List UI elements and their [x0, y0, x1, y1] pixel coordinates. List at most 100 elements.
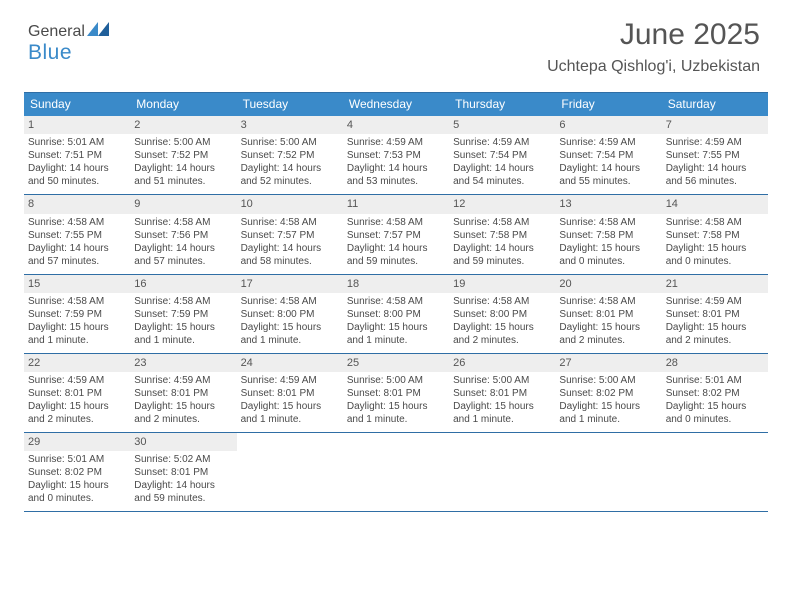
sunset-text: Sunset: 8:01 PM — [559, 308, 657, 321]
day-number: 25 — [347, 357, 359, 369]
daylight-line1: Daylight: 15 hours — [28, 321, 126, 334]
week-row: 29Sunrise: 5:01 AMSunset: 8:02 PMDayligh… — [24, 432, 768, 511]
day-number: 30 — [134, 436, 146, 448]
daylight-line2: and 59 minutes. — [347, 255, 445, 268]
sunrise-text: Sunrise: 5:00 AM — [453, 374, 551, 387]
day-number: 5 — [453, 119, 459, 131]
dow-thu: Thursday — [449, 93, 555, 116]
calendar-grid: Sunday Monday Tuesday Wednesday Thursday… — [24, 92, 768, 512]
daynum-row: 11 — [343, 195, 449, 213]
daynum-row: 24 — [237, 354, 343, 372]
daylight-line2: and 1 minute. — [347, 334, 445, 347]
day-cell: 4Sunrise: 4:59 AMSunset: 7:53 PMDaylight… — [343, 116, 449, 194]
sunrise-text: Sunrise: 4:59 AM — [666, 136, 764, 149]
day-number: 8 — [28, 198, 34, 210]
location-text: Uchtepa Qishlog'i, Uzbekistan — [547, 58, 760, 76]
sunrise-text: Sunrise: 4:58 AM — [453, 216, 551, 229]
daylight-line1: Daylight: 15 hours — [28, 400, 126, 413]
day-number: 10 — [241, 198, 253, 210]
day-number: 29 — [28, 436, 40, 448]
day-cell: 21Sunrise: 4:59 AMSunset: 8:01 PMDayligh… — [662, 275, 768, 353]
day-number: 21 — [666, 278, 678, 290]
daylight-line2: and 1 minute. — [347, 413, 445, 426]
dow-sat: Saturday — [662, 93, 768, 116]
sunrise-text: Sunrise: 5:02 AM — [134, 453, 232, 466]
day-cell: 25Sunrise: 5:00 AMSunset: 8:01 PMDayligh… — [343, 354, 449, 432]
sunrise-text: Sunrise: 4:59 AM — [134, 374, 232, 387]
daynum-row: 27 — [555, 354, 661, 372]
daylight-line2: and 1 minute. — [241, 334, 339, 347]
day-number: 9 — [134, 198, 140, 210]
sunrise-text: Sunrise: 5:00 AM — [559, 374, 657, 387]
daynum-row: 9 — [130, 195, 236, 213]
daylight-line1: Daylight: 14 hours — [666, 162, 764, 175]
dow-sun: Sunday — [24, 93, 130, 116]
daynum-row: 18 — [343, 275, 449, 293]
day-cell — [449, 433, 555, 511]
daylight-line2: and 2 minutes. — [134, 413, 232, 426]
day-number: 26 — [453, 357, 465, 369]
day-cell: 20Sunrise: 4:58 AMSunset: 8:01 PMDayligh… — [555, 275, 661, 353]
day-cell: 14Sunrise: 4:58 AMSunset: 7:58 PMDayligh… — [662, 195, 768, 273]
day-cell — [662, 433, 768, 511]
daylight-line1: Daylight: 14 hours — [28, 162, 126, 175]
daylight-line1: Daylight: 14 hours — [134, 242, 232, 255]
day-cell: 12 Sunrise: 4:58 AMSunset: 7:58 PMDayligh… — [449, 195, 555, 273]
daylight-line2: and 1 minute. — [241, 413, 339, 426]
daynum-row: 2 — [130, 116, 236, 134]
day-cell: 23Sunrise: 4:59 AMSunset: 8:01 PMDayligh… — [130, 354, 236, 432]
daylight-line2: and 57 minutes. — [28, 255, 126, 268]
daylight-line1: Daylight: 15 hours — [241, 400, 339, 413]
daylight-line2: and 0 minutes. — [666, 413, 764, 426]
day-number: 19 — [453, 278, 465, 290]
daylight-line2: and 1 minute. — [134, 334, 232, 347]
day-cell — [237, 433, 343, 511]
day-cell: 19Sunrise: 4:58 AMSunset: 8:00 PMDayligh… — [449, 275, 555, 353]
day-cell: 18Sunrise: 4:58 AMSunset: 8:00 PMDayligh… — [343, 275, 449, 353]
sunrise-text: Sunrise: 4:58 AM — [347, 216, 445, 229]
daylight-line2: and 59 minutes. — [453, 255, 551, 268]
daylight-line2: and 59 minutes. — [134, 492, 232, 505]
daylight-line1: Daylight: 15 hours — [666, 242, 764, 255]
sunset-text: Sunset: 7:51 PM — [28, 149, 126, 162]
sunset-text: Sunset: 8:00 PM — [347, 308, 445, 321]
day-number: 6 — [559, 119, 565, 131]
daylight-line1: Daylight: 14 hours — [241, 162, 339, 175]
daylight-line1: Daylight: 15 hours — [453, 400, 551, 413]
daynum-row: 23 — [130, 354, 236, 372]
day-cell: 16Sunrise: 4:58 AMSunset: 7:59 PMDayligh… — [130, 275, 236, 353]
sunrise-text: Sunrise: 5:01 AM — [28, 136, 126, 149]
daynum-row: 14 — [662, 195, 768, 213]
day-number: 23 — [134, 357, 146, 369]
sunset-text: Sunset: 7:52 PM — [134, 149, 232, 162]
header-right: June 2025 Uchtepa Qishlog'i, Uzbekistan — [547, 18, 760, 76]
sunset-text: Sunset: 8:01 PM — [347, 387, 445, 400]
daylight-line1: Daylight: 15 hours — [559, 321, 657, 334]
day-number: 13 — [559, 198, 571, 210]
day-cell — [555, 433, 661, 511]
daynum-row: 13 — [555, 195, 661, 213]
sunrise-text: Sunrise: 5:00 AM — [347, 374, 445, 387]
daylight-line2: and 50 minutes. — [28, 175, 126, 188]
daylight-line1: Daylight: 14 hours — [453, 242, 551, 255]
daylight-line1: Daylight: 15 hours — [666, 400, 764, 413]
daylight-line1: Daylight: 14 hours — [559, 162, 657, 175]
daylight-line2: and 2 minutes. — [453, 334, 551, 347]
sunrise-text: Sunrise: 4:58 AM — [347, 295, 445, 308]
daylight-line2: and 0 minutes. — [666, 255, 764, 268]
week-row: 15Sunrise: 4:58 AMSunset: 7:59 PMDayligh… — [24, 274, 768, 353]
dow-fri: Friday — [555, 93, 661, 116]
daylight-line1: Daylight: 14 hours — [134, 479, 232, 492]
sunset-text: Sunset: 7:54 PM — [453, 149, 551, 162]
day-number: 15 — [28, 278, 40, 290]
sunset-text: Sunset: 7:58 PM — [453, 229, 551, 242]
daynum-row: 8 — [24, 195, 130, 213]
day-number: 12 — [453, 198, 465, 210]
daynum-row: 16 — [130, 275, 236, 293]
sunrise-text: Sunrise: 4:58 AM — [453, 295, 551, 308]
sunrise-text: Sunrise: 4:58 AM — [559, 216, 657, 229]
daylight-line1: Daylight: 14 hours — [134, 162, 232, 175]
day-cell — [343, 433, 449, 511]
daylight-line1: Daylight: 15 hours — [666, 321, 764, 334]
dow-wed: Wednesday — [343, 93, 449, 116]
